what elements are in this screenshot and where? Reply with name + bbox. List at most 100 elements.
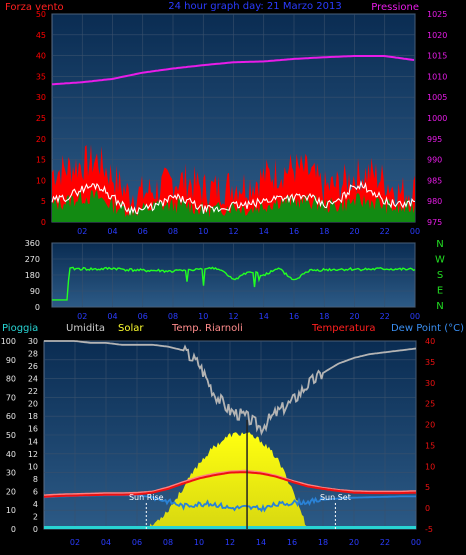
temperature-axes: 0102030405060708090100024681012141618202… bbox=[1, 337, 435, 547]
temperature-tick-label: 35 bbox=[425, 358, 435, 367]
direction-grid bbox=[52, 242, 416, 308]
direction-x-tick-label: 12 bbox=[228, 312, 238, 321]
pressure-tick-label: 990 bbox=[427, 156, 442, 165]
wind-tick-label: 15 bbox=[36, 156, 46, 165]
rain-tick-label: 20 bbox=[6, 487, 16, 496]
rain-tick-label: 50 bbox=[6, 431, 16, 440]
temperature-tick-label: 0 bbox=[425, 504, 430, 513]
direction-tick-label: 270 bbox=[25, 255, 40, 264]
temperature-x-tick-label: 12 bbox=[225, 538, 235, 547]
solar-tick-label: 30 bbox=[28, 337, 38, 346]
direction-x-tick-label: 14 bbox=[259, 312, 269, 321]
solar-tick-label: 20 bbox=[28, 400, 38, 409]
solar-tick-label: 22 bbox=[28, 387, 38, 396]
compass-label: W bbox=[435, 255, 445, 266]
temperature-x-tick-label: 18 bbox=[318, 538, 328, 547]
wind-x-tick-label: 06 bbox=[138, 227, 148, 236]
wind-tick-label: 50 bbox=[36, 10, 46, 19]
solar-tick-label: 6 bbox=[33, 487, 38, 496]
temperature-tick-label: 15 bbox=[425, 441, 435, 450]
pressure-tick-label: 1025 bbox=[427, 10, 447, 19]
temperature-tick-label: 40 bbox=[425, 337, 435, 346]
temperature-x-tick-label: 00 bbox=[411, 538, 421, 547]
wind-pressure-panel: 0510152025303540455097598098599099510001… bbox=[5, 1, 447, 236]
solar-tick-label: 14 bbox=[28, 437, 38, 446]
compass-label: E bbox=[437, 286, 443, 297]
temperature-x-tick-label: 14 bbox=[256, 538, 266, 547]
pressure-legend-label: Pressione bbox=[371, 2, 419, 13]
wind-x-tick-label: 18 bbox=[319, 227, 329, 236]
temperature-legend-label: Temperatura bbox=[311, 323, 376, 334]
direction-x-tick-label: 08 bbox=[168, 312, 178, 321]
pressure-line bbox=[51, 55, 415, 86]
direction-tick-label: 0 bbox=[35, 303, 40, 312]
pressure-tick-label: 1000 bbox=[427, 114, 447, 123]
wind-axes: 0510152025303540455097598098599099510001… bbox=[36, 10, 448, 236]
wind-tick-label: 5 bbox=[41, 197, 46, 206]
temperature-x-tick-label: 16 bbox=[287, 538, 297, 547]
sun-rise-label: Sun Rise bbox=[129, 493, 164, 502]
temperature-tick-label: 30 bbox=[425, 379, 435, 388]
direction-tick-label: 360 bbox=[25, 239, 40, 248]
solar-tick-label: 8 bbox=[33, 475, 38, 484]
pressure-tick-label: 1020 bbox=[427, 31, 447, 40]
compass-label: S bbox=[437, 270, 443, 281]
wind-x-tick-label: 10 bbox=[198, 227, 208, 236]
solar-area bbox=[44, 432, 416, 529]
wind-tick-label: 40 bbox=[36, 52, 46, 61]
direction-x-tick-label: 18 bbox=[319, 312, 329, 321]
wind-legend-label: Forza vento bbox=[5, 2, 64, 13]
solar-tick-label: 4 bbox=[33, 500, 38, 509]
solar-legend-label: Solar bbox=[118, 323, 144, 334]
solar-tick-label: 12 bbox=[28, 450, 38, 459]
wind-x-tick-label: 20 bbox=[349, 227, 359, 236]
wind-tick-label: 10 bbox=[36, 176, 46, 185]
wind-tick-label: 45 bbox=[36, 31, 46, 40]
temperature-x-tick-label: 22 bbox=[380, 538, 390, 547]
direction-x-tick-label: 20 bbox=[349, 312, 359, 321]
temperature-x-tick-label: 04 bbox=[101, 538, 111, 547]
rain-tick-label: 40 bbox=[6, 450, 16, 459]
temperature-x-tick-label: 02 bbox=[70, 538, 80, 547]
chart-title: 24 hour graph day: 21 Marzo 2013 bbox=[168, 1, 341, 12]
pressure-tick-label: 1005 bbox=[427, 93, 447, 102]
pressure-tick-label: 975 bbox=[427, 218, 442, 227]
direction-x-tick-label: 10 bbox=[198, 312, 208, 321]
temperature-tick-label: 10 bbox=[425, 462, 435, 471]
wind-series bbox=[51, 55, 416, 222]
rain-legend-label: Pioggia bbox=[2, 323, 38, 334]
wind-average-area bbox=[52, 189, 415, 222]
rain-tick-label: 90 bbox=[6, 356, 16, 365]
pressure-tick-label: 1010 bbox=[427, 72, 447, 81]
wind-x-tick-label: 08 bbox=[168, 227, 178, 236]
direction-x-tick-label: 22 bbox=[380, 312, 390, 321]
compass-label: N bbox=[436, 239, 443, 250]
solar-tick-label: 24 bbox=[28, 375, 38, 384]
rain-tick-label: 30 bbox=[6, 469, 16, 478]
rain-tick-label: 0 bbox=[11, 525, 16, 534]
wind-tick-label: 0 bbox=[41, 218, 46, 227]
temperature-x-tick-label: 20 bbox=[349, 538, 359, 547]
pressure-tick-label: 980 bbox=[427, 197, 442, 206]
temperature-tick-label: 25 bbox=[425, 400, 435, 409]
temp-riarnoli-line bbox=[43, 469, 416, 496]
direction-series bbox=[52, 266, 416, 301]
wind-x-tick-label: 12 bbox=[228, 227, 238, 236]
wind-x-tick-label: 02 bbox=[77, 227, 87, 236]
solar-tick-label: 16 bbox=[28, 425, 38, 434]
pressure-tick-label: 1015 bbox=[427, 52, 447, 61]
rain-tick-label: 100 bbox=[1, 337, 16, 346]
direction-x-tick-label: 00 bbox=[410, 312, 420, 321]
direction-x-tick-label: 16 bbox=[289, 312, 299, 321]
rain-tick-label: 60 bbox=[6, 412, 16, 421]
wind-x-tick-label: 22 bbox=[380, 227, 390, 236]
wind-x-tick-label: 00 bbox=[410, 227, 420, 236]
rain-tick-label: 80 bbox=[6, 375, 16, 384]
pressure-tick-label: 985 bbox=[427, 176, 442, 185]
wind-x-tick-label: 16 bbox=[289, 227, 299, 236]
temperature-x-tick-label: 06 bbox=[132, 538, 142, 547]
solar-tick-label: 2 bbox=[33, 512, 38, 521]
